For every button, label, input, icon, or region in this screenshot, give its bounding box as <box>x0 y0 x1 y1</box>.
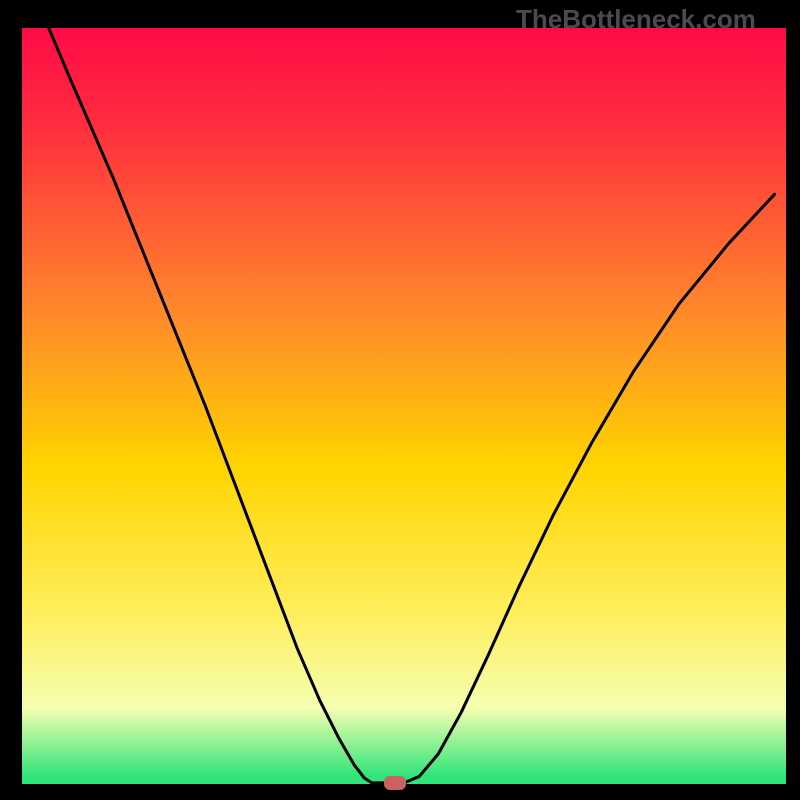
optimal-marker <box>384 776 406 790</box>
chart-frame: TheBottleneck.com <box>0 0 800 800</box>
plot-area <box>22 28 786 784</box>
watermark-text: TheBottleneck.com <box>516 4 756 35</box>
